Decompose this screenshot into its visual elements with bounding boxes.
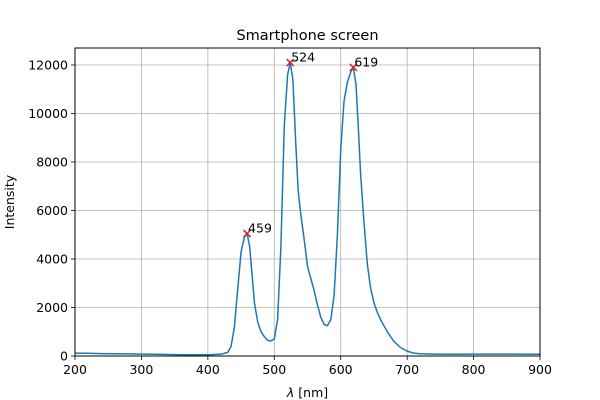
peak-markers: 459 524 619 <box>242 50 378 238</box>
peak-marker <box>242 229 252 238</box>
peak-label: 459 <box>248 221 272 236</box>
x-tick-label: 700 <box>395 362 419 377</box>
y-tick-label: 4000 <box>36 251 68 266</box>
x-axis-unit: [nm] <box>298 385 328 400</box>
x-tick-label: 300 <box>129 362 153 377</box>
x-tick-label: 500 <box>262 362 286 377</box>
y-tick-label: 0 <box>60 349 68 364</box>
y-tick-label: 12000 <box>28 57 68 72</box>
spectrum-line <box>74 61 540 356</box>
chart-title: Smartphone screen <box>236 28 378 44</box>
grid <box>74 48 541 357</box>
x-axis-label: λ [nm] <box>286 385 328 400</box>
plot-frame <box>74 47 541 357</box>
x-tick-label: 600 <box>329 362 353 377</box>
x-tick-label: 800 <box>462 362 486 377</box>
x-tick-label: 900 <box>528 362 552 377</box>
x-tick-label: 200 <box>63 362 87 377</box>
y-tick-label: 6000 <box>36 203 68 218</box>
x-axis-symbol: λ <box>286 385 294 400</box>
series-layer <box>74 61 540 356</box>
y-tick-label: 8000 <box>36 154 68 169</box>
peak-marker <box>286 58 295 67</box>
y-axis-label: Intensity <box>2 174 17 229</box>
y-tick-label: 2000 <box>36 300 68 315</box>
ticks: 200 300 400 500 600 700 800 900 0 2000 4000 6000 800… <box>28 57 552 377</box>
y-tick-label: 10000 <box>28 106 68 121</box>
peak-label: 619 <box>354 54 378 69</box>
peak-label: 524 <box>291 50 315 65</box>
peak-marker <box>349 63 358 72</box>
x-tick-label: 400 <box>196 362 220 377</box>
